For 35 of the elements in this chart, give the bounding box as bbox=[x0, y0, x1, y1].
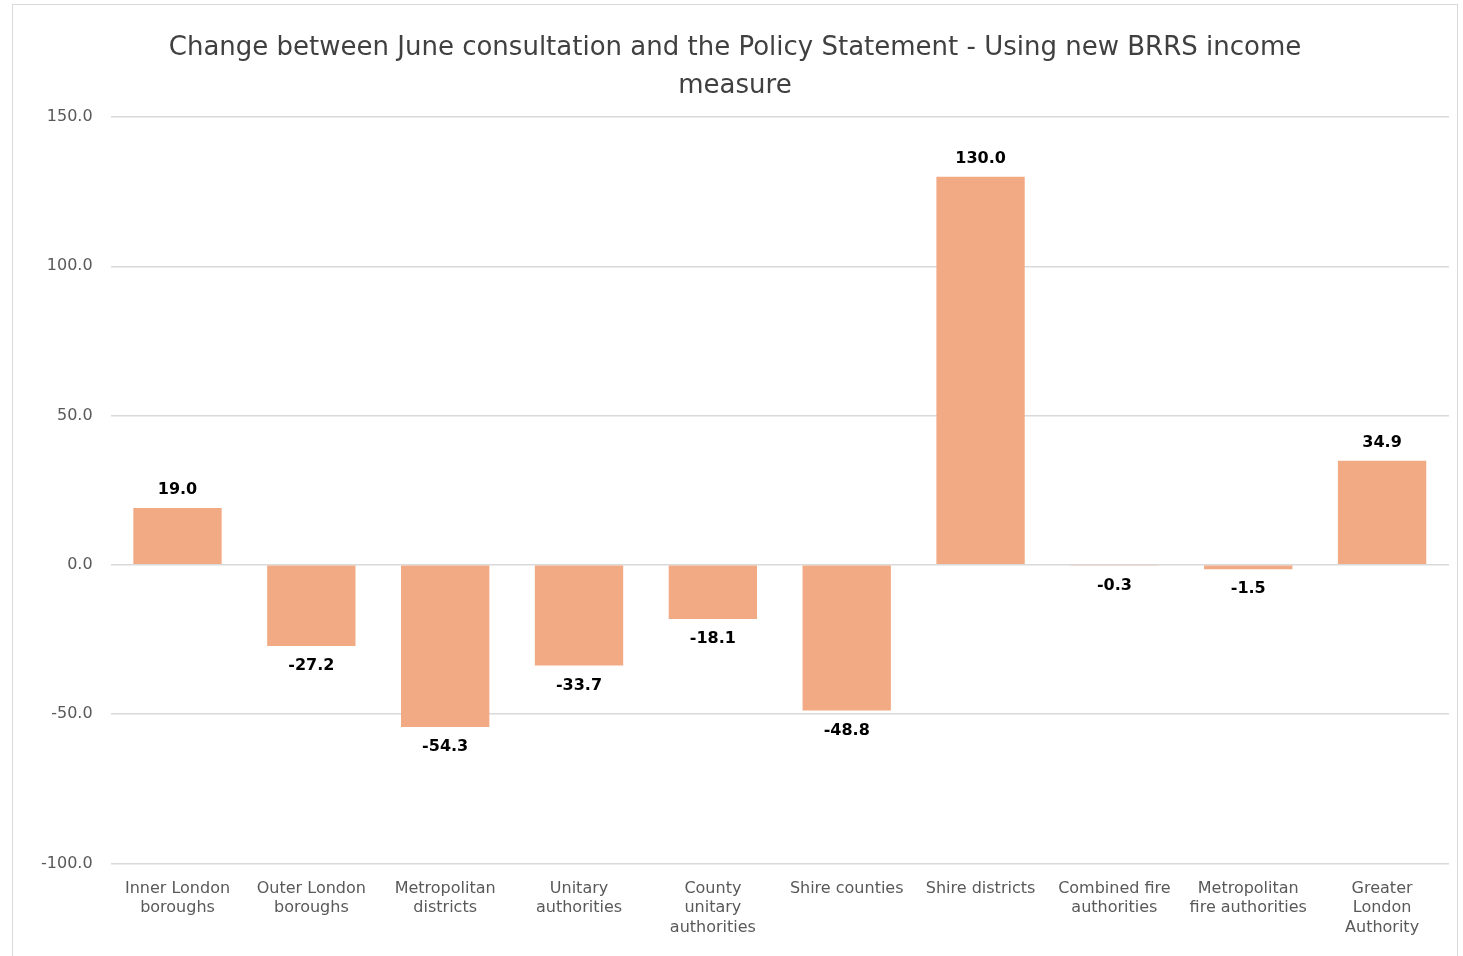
y-tick-label: -50.0 bbox=[51, 703, 93, 723]
x-tick-label: Inner London boroughs bbox=[124, 878, 231, 917]
x-tick-label: Unitary authorities bbox=[535, 878, 623, 917]
bar bbox=[1337, 460, 1427, 565]
x-tick-label: Greater London Authority bbox=[1345, 878, 1420, 936]
data-label: -33.7 bbox=[555, 674, 603, 694]
y-tick-label: 0.0 bbox=[67, 554, 93, 573]
data-label: -18.1 bbox=[689, 628, 736, 648]
data-label: -27.2 bbox=[288, 655, 335, 675]
bar bbox=[133, 508, 222, 565]
bar bbox=[936, 176, 1025, 565]
data-label: -54.3 bbox=[422, 736, 469, 756]
bar bbox=[802, 565, 891, 711]
y-tick-label: 150.0 bbox=[46, 106, 93, 126]
x-tick-label: Metropolitan fire authorities bbox=[1189, 878, 1307, 917]
bar bbox=[534, 565, 624, 666]
bar bbox=[668, 565, 758, 619]
data-label: 34.9 bbox=[1362, 431, 1402, 451]
x-tick-label: Metropolitan districts bbox=[394, 878, 496, 917]
x-tick-label: County unitary authorities bbox=[669, 878, 756, 936]
data-label: -48.8 bbox=[823, 719, 870, 739]
x-tick-label: Shire districts bbox=[925, 878, 1036, 898]
x-tick-label: Combined fire authorities bbox=[1058, 878, 1171, 917]
y-tick-label: -100.0 bbox=[41, 852, 93, 872]
bar bbox=[401, 565, 490, 727]
x-tick-label: Outer London boroughs bbox=[256, 878, 366, 917]
y-tick-label: 50.0 bbox=[56, 404, 93, 424]
data-label: -1.5 bbox=[1230, 578, 1266, 598]
y-tick-label: 100.0 bbox=[46, 255, 93, 275]
data-label: -0.3 bbox=[1096, 574, 1132, 594]
data-label: 19.0 bbox=[157, 479, 198, 499]
bar bbox=[267, 565, 356, 647]
chart-title: Change between June consultation and the Policy Statement - Using new BRRS income measure bbox=[167, 30, 1303, 101]
data-label: 130.0 bbox=[955, 147, 1006, 167]
x-tick-label: Shire counties bbox=[789, 878, 904, 898]
